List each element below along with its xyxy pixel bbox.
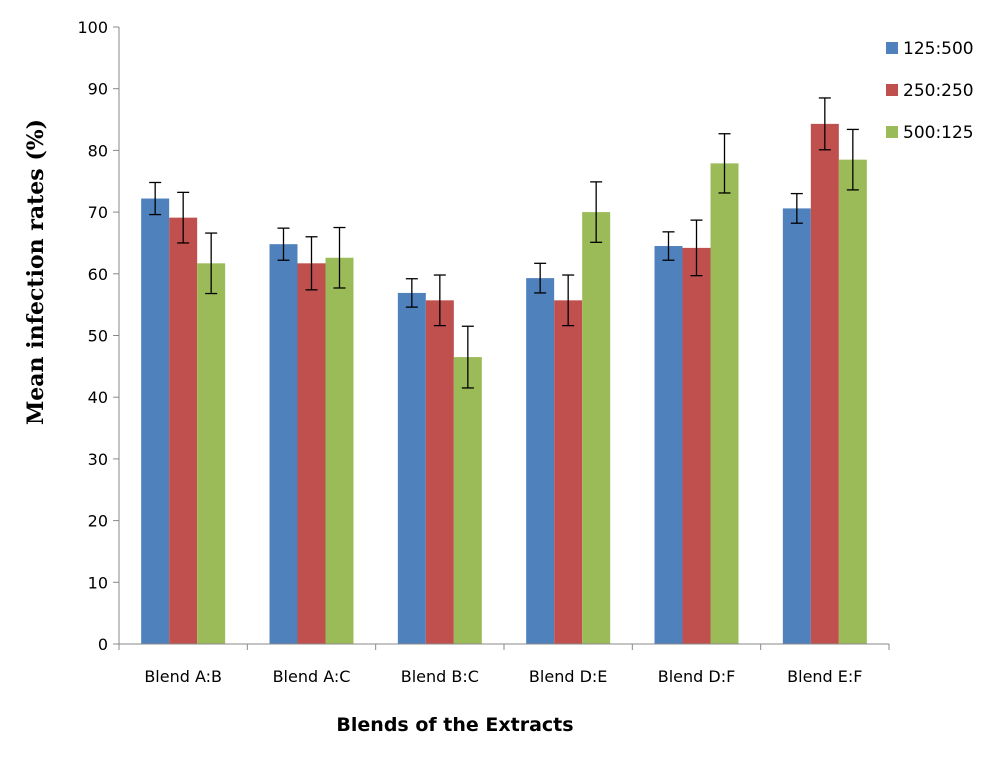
x-tick-label: Blend D:E (529, 667, 607, 686)
bar (297, 263, 326, 644)
bar (141, 198, 170, 644)
y-tick-label: 80 (88, 141, 108, 160)
legend-swatch (886, 126, 898, 138)
x-tick-label: Blend B:C (401, 667, 479, 686)
y-tick-label: 20 (88, 512, 108, 531)
y-tick-label: 0 (98, 635, 108, 654)
x-tick-label: Blend E:F (787, 667, 862, 686)
bar (269, 244, 298, 644)
legend-swatch (886, 84, 898, 96)
x-tick-label: Blend A:C (273, 667, 351, 686)
bar (810, 123, 839, 644)
y-tick-label: 60 (88, 265, 108, 284)
y-tick-label: 70 (88, 203, 108, 222)
y-tick-label: 50 (88, 327, 108, 346)
bars (141, 97, 867, 645)
bar (526, 278, 555, 644)
x-tick-label: Blend A:B (144, 667, 222, 686)
legend: 125:500 250:250 500:125 (886, 39, 974, 143)
x-axis-label: Blends of the Extracts (336, 714, 573, 736)
y-tick-label: 40 (88, 388, 108, 407)
bar (710, 163, 739, 644)
x-tick-label: Blend D:F (658, 667, 736, 686)
bar (453, 357, 482, 644)
y-tick-label: 30 (88, 450, 108, 469)
bar (425, 300, 454, 644)
bar (397, 292, 426, 644)
bar (838, 159, 867, 644)
bar (169, 217, 198, 644)
y-tick-label: 100 (77, 18, 108, 37)
bar (554, 300, 583, 644)
legend-swatch (886, 42, 898, 54)
y-tick-label: 10 (88, 573, 108, 592)
legend-label: 500:125 (903, 123, 974, 143)
legend-label: 250:250 (903, 81, 974, 101)
bar (654, 246, 683, 644)
y-tick-label: 90 (88, 80, 108, 99)
bar (197, 263, 226, 644)
y-axis: 0 10 20 30 40 50 60 70 80 90 100 (77, 18, 120, 654)
x-axis: Blend A:B Blend A:C Blend B:C Blend D:E Blen… (118, 643, 890, 686)
bar (582, 212, 611, 644)
bar (325, 257, 354, 644)
bar (682, 247, 711, 645)
legend-label: 125:500 (903, 39, 974, 59)
y-axis-label: Mean infection rates (%) (23, 119, 49, 425)
bar (782, 208, 811, 644)
